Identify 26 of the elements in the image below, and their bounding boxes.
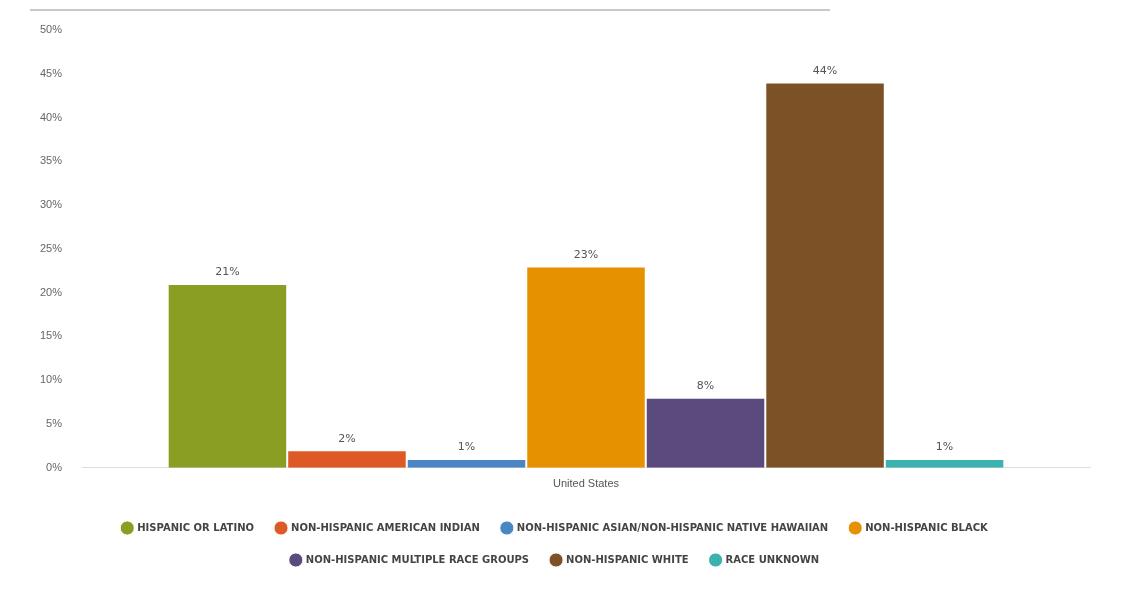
y-tick-label: 15%	[39, 329, 63, 342]
y-tick-label: 50%	[39, 23, 63, 36]
legend-label: HISPANIC OR LATINO	[137, 521, 255, 533]
legend-label: NON-HISPANIC ASIAN/NON-HISPANIC NATIVE HAWAIIAN	[516, 521, 829, 533]
data-label: 23%	[573, 247, 599, 261]
y-tick-label: 35%	[39, 154, 63, 167]
legend-label: NON-HISPANIC AMERICAN INDIAN	[291, 521, 480, 533]
y-tick-label: 45%	[39, 66, 63, 79]
data-label: 1%	[457, 440, 476, 454]
legend-label: NON-HISPANIC WHITE	[566, 553, 689, 565]
legend-label: RACE UNKNOWN	[725, 553, 820, 565]
y-tick-label: 0%	[46, 460, 63, 473]
legend-label: NON-HISPANIC BLACK	[865, 521, 990, 533]
y-tick-label: 40%	[39, 110, 63, 123]
data-label: 1%	[935, 440, 954, 454]
y-tick-label: 20%	[39, 285, 63, 298]
y-tick-label: 10%	[39, 373, 63, 386]
data-label: 44%	[812, 63, 838, 77]
y-tick-label: 25%	[39, 241, 63, 254]
legend-label: NON-HISPANIC MULTIPLE RACE GROUPS	[305, 553, 530, 565]
y-tick-label: 5%	[46, 417, 63, 430]
data-label: 8%	[696, 379, 715, 393]
x-tick-label: United States	[552, 477, 620, 490]
data-label: 2%	[338, 431, 356, 445]
y-tick-label: 30%	[39, 198, 63, 211]
data-label: 21%	[215, 265, 240, 279]
